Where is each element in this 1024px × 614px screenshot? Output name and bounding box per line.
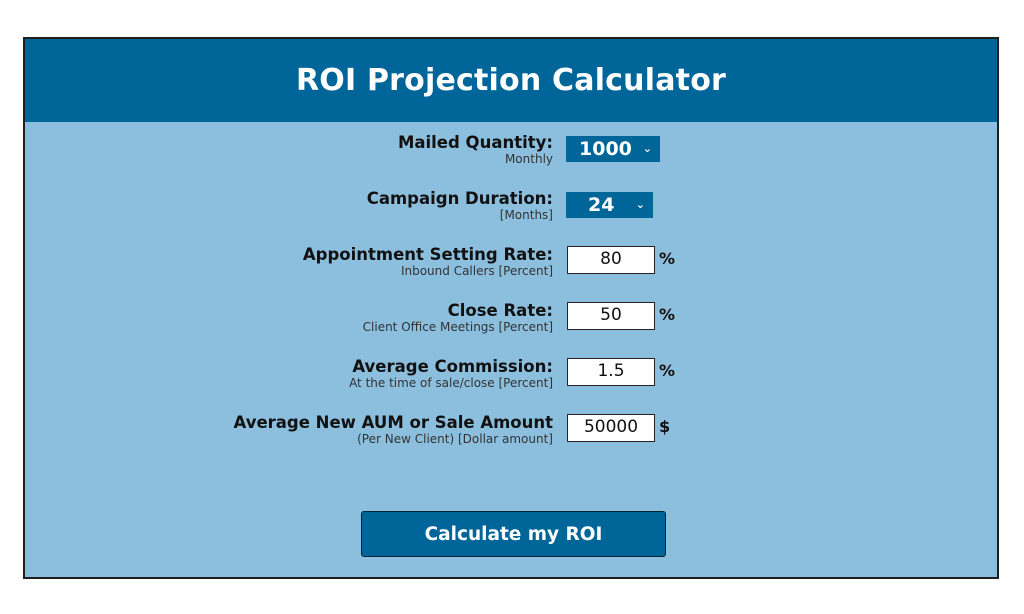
mailed-quantity-select[interactable]: 1000 ⌄	[566, 136, 660, 162]
campaign-duration-label: Campaign Duration:	[366, 189, 553, 208]
mailed-quantity-sublabel: Monthly	[504, 152, 553, 166]
appointment-rate-label: Appointment Setting Rate:	[302, 245, 553, 264]
appointment-rate-input[interactable]: 80	[567, 246, 655, 274]
appointment-rate-sublabel: Inbound Callers [Percent]	[400, 264, 553, 278]
mailed-quantity-label-group: Mailed Quantity: Monthly	[398, 133, 553, 166]
avg-commission-label-group: Average Commission: At the time of sale/…	[349, 357, 553, 390]
mailed-quantity-row: Mailed Quantity: Monthly 1000 ⌄	[25, 133, 997, 173]
avg-commission-label: Average Commission:	[352, 357, 553, 376]
campaign-duration-sublabel: [Months]	[499, 208, 553, 222]
avg-aum-label-group: Average New AUM or Sale Amount (Per New …	[234, 413, 553, 446]
chevron-down-icon: ⌄	[642, 142, 652, 155]
appointment-rate-row: Appointment Setting Rate: Inbound Caller…	[25, 245, 997, 285]
close-rate-row: Close Rate: Client Office Meetings [Perc…	[25, 301, 997, 341]
avg-commission-sublabel: At the time of sale/close [Percent]	[349, 376, 553, 390]
avg-commission-row: Average Commission: At the time of sale/…	[25, 357, 997, 397]
avg-aum-row: Average New AUM or Sale Amount (Per New …	[25, 413, 997, 453]
close-rate-input[interactable]: 50	[567, 302, 655, 330]
calculate-roi-button[interactable]: Calculate my ROI	[361, 511, 666, 557]
roi-calculator-panel: ROI Projection Calculator Mailed Quantit…	[23, 37, 999, 579]
avg-aum-label: Average New AUM or Sale Amount	[233, 413, 553, 432]
mailed-quantity-label: Mailed Quantity:	[397, 133, 553, 152]
campaign-duration-select[interactable]: 24 ⌄	[566, 192, 653, 218]
campaign-duration-row: Campaign Duration: [Months] 24 ⌄	[25, 189, 997, 229]
avg-commission-unit: %	[659, 361, 676, 380]
appointment-rate-unit: %	[659, 249, 676, 268]
header-bar: ROI Projection Calculator	[25, 39, 997, 122]
appointment-rate-label-group: Appointment Setting Rate: Inbound Caller…	[303, 245, 553, 278]
close-rate-unit: %	[659, 305, 676, 324]
close-rate-label: Close Rate:	[447, 301, 553, 320]
campaign-duration-value: 24	[588, 194, 615, 216]
close-rate-sublabel: Client Office Meetings [Percent]	[362, 320, 553, 334]
avg-commission-input[interactable]: 1.5	[567, 358, 655, 386]
avg-aum-sublabel: (Per New Client) [Dollar amount]	[357, 432, 553, 446]
close-rate-label-group: Close Rate: Client Office Meetings [Perc…	[363, 301, 553, 334]
chevron-down-icon: ⌄	[635, 198, 645, 211]
avg-aum-input[interactable]: 50000	[567, 414, 655, 442]
page-title: ROI Projection Calculator	[295, 63, 726, 98]
mailed-quantity-value: 1000	[579, 138, 632, 160]
avg-aum-unit: $	[659, 417, 671, 436]
campaign-duration-label-group: Campaign Duration: [Months]	[367, 189, 553, 222]
